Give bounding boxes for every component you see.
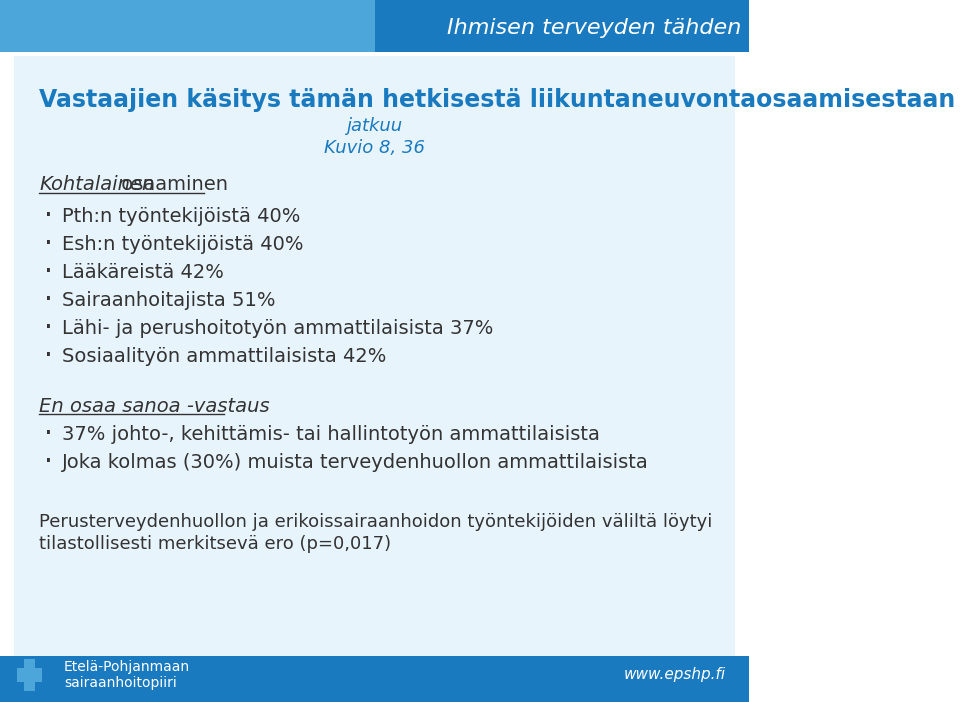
Text: ·: · [44, 230, 53, 258]
Text: ·: · [44, 448, 53, 476]
Text: 37% johto-, kehittämis- tai hallintotyön ammattilaisista: 37% johto-, kehittämis- tai hallintotyön… [62, 425, 600, 444]
Text: Perusterveydenhuollon ja erikoissairaanhoidon työntekijöiden väliltä löytyi: Perusterveydenhuollon ja erikoissairaanh… [39, 513, 712, 531]
Text: Lähi- ja perushoitotyön ammattilaisista 37%: Lähi- ja perushoitotyön ammattilaisista … [62, 319, 493, 338]
Text: Pth:n työntekijöistä 40%: Pth:n työntekijöistä 40% [62, 206, 300, 225]
FancyBboxPatch shape [14, 56, 735, 656]
Text: ·: · [44, 258, 53, 286]
Text: osaaminen: osaaminen [115, 176, 228, 194]
Text: Etelä-Pohjanmaan: Etelä-Pohjanmaan [64, 660, 190, 674]
Text: Kohtalainen: Kohtalainen [39, 176, 155, 194]
Text: ·: · [44, 202, 53, 230]
Text: sairaanhoitopiiri: sairaanhoitopiiri [64, 676, 177, 690]
Text: www.epshp.fi: www.epshp.fi [623, 668, 726, 682]
FancyBboxPatch shape [374, 0, 749, 52]
Text: Sosiaalityön ammattilaisista 42%: Sosiaalityön ammattilaisista 42% [62, 347, 387, 366]
Text: Ihmisen terveyden tähden: Ihmisen terveyden tähden [446, 18, 741, 38]
Text: ·: · [44, 286, 53, 314]
Text: Joka kolmas (30%) muista terveydenhuollon ammattilaisista: Joka kolmas (30%) muista terveydenhuollo… [62, 453, 649, 472]
FancyBboxPatch shape [0, 656, 749, 702]
FancyBboxPatch shape [0, 0, 749, 52]
Text: Esh:n työntekijöistä 40%: Esh:n työntekijöistä 40% [62, 234, 304, 253]
FancyBboxPatch shape [24, 659, 36, 691]
FancyBboxPatch shape [17, 668, 42, 682]
Text: Vastaajien käsitys tämän hetkisestä liikuntaneuvontaosaamisestaan: Vastaajien käsitys tämän hetkisestä liik… [39, 88, 955, 112]
Text: Sairaanhoitajista 51%: Sairaanhoitajista 51% [62, 291, 276, 310]
Text: ·: · [44, 420, 53, 448]
Text: Kuvio 8, 36: Kuvio 8, 36 [324, 139, 425, 157]
Text: ·: · [44, 314, 53, 342]
Text: ·: · [44, 342, 53, 370]
Text: En osaa sanoa -vastaus: En osaa sanoa -vastaus [39, 397, 270, 416]
Text: jatkuu: jatkuu [347, 117, 402, 135]
Text: Lääkäreistä 42%: Lääkäreistä 42% [62, 263, 225, 282]
Text: tilastollisesti merkitsevä ero (p=0,017): tilastollisesti merkitsevä ero (p=0,017) [39, 535, 391, 553]
